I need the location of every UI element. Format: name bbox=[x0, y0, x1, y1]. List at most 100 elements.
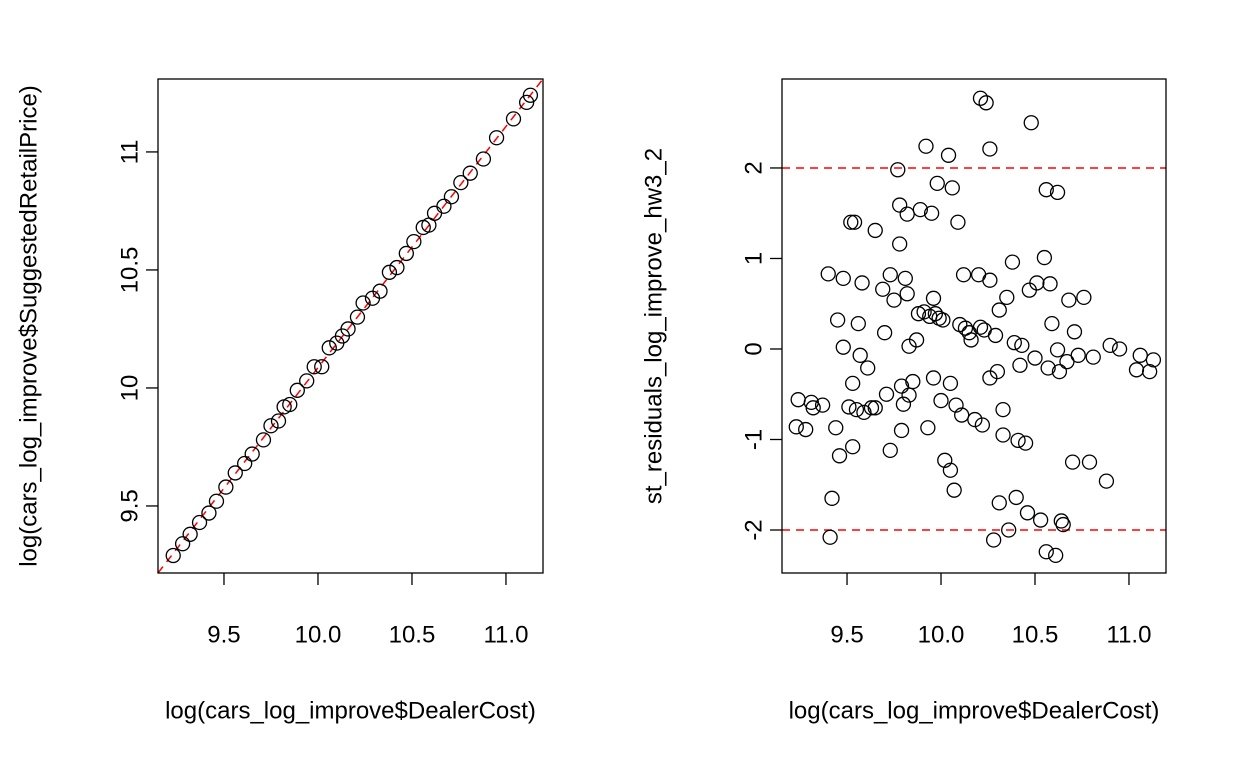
point bbox=[1006, 335, 1022, 351]
point bbox=[893, 378, 910, 394]
point bbox=[475, 151, 492, 167]
point bbox=[920, 420, 936, 436]
point bbox=[282, 396, 298, 413]
point bbox=[831, 448, 848, 464]
x-tick-label: 10.0 bbox=[918, 621, 965, 648]
point bbox=[314, 359, 330, 375]
point bbox=[505, 111, 522, 127]
point bbox=[942, 462, 959, 478]
point bbox=[860, 360, 876, 376]
point bbox=[963, 332, 979, 348]
x-tick-label: 10.5 bbox=[389, 621, 436, 648]
point bbox=[1085, 349, 1101, 365]
point bbox=[1004, 254, 1021, 270]
y-axis-label: log(cars_log_improve$SuggestedRetailPric… bbox=[15, 85, 42, 567]
point bbox=[820, 266, 836, 282]
y-tick-label: 1 bbox=[740, 252, 767, 265]
point bbox=[306, 359, 322, 375]
point bbox=[899, 206, 915, 222]
panel: 9.5 10.0 10.5 11.0 9.5 10 10.5 11 log(cars_log_i… bbox=[15, 78, 544, 724]
point bbox=[201, 505, 217, 521]
point bbox=[1027, 350, 1043, 366]
point bbox=[910, 306, 927, 322]
point bbox=[1042, 276, 1058, 292]
point bbox=[1023, 115, 1039, 131]
point bbox=[899, 286, 915, 302]
point bbox=[933, 392, 949, 409]
point bbox=[805, 400, 821, 416]
point bbox=[522, 87, 539, 103]
point bbox=[1010, 432, 1026, 449]
y-tick-label: 0 bbox=[740, 342, 767, 355]
point bbox=[867, 400, 883, 416]
point bbox=[1032, 512, 1049, 528]
y-tick-label: 11 bbox=[116, 139, 143, 164]
point bbox=[1064, 454, 1081, 470]
point bbox=[1049, 184, 1066, 201]
point bbox=[982, 272, 998, 288]
point bbox=[1021, 282, 1038, 298]
point bbox=[488, 130, 505, 146]
point bbox=[355, 295, 371, 311]
plot-area bbox=[158, 79, 543, 573]
point bbox=[995, 427, 1011, 443]
point bbox=[1040, 360, 1056, 376]
x-axis-label: log(cars_log_improve$DealerCost) bbox=[165, 697, 536, 724]
point bbox=[1070, 347, 1086, 363]
point bbox=[846, 214, 863, 230]
point bbox=[381, 264, 398, 280]
point bbox=[406, 233, 422, 250]
point bbox=[182, 526, 198, 542]
point bbox=[1098, 473, 1115, 489]
point bbox=[944, 180, 960, 196]
point bbox=[1017, 435, 1034, 451]
point bbox=[1066, 324, 1083, 340]
point bbox=[244, 446, 260, 462]
point bbox=[828, 420, 844, 436]
point bbox=[895, 396, 912, 412]
point bbox=[987, 327, 1004, 344]
point bbox=[876, 325, 893, 341]
point bbox=[349, 309, 366, 325]
point bbox=[923, 205, 940, 221]
point bbox=[798, 421, 814, 438]
point bbox=[790, 392, 806, 408]
point bbox=[991, 302, 1007, 318]
point bbox=[165, 547, 181, 564]
point bbox=[878, 386, 895, 402]
point bbox=[1038, 182, 1054, 198]
point bbox=[1102, 337, 1118, 354]
point bbox=[850, 315, 866, 332]
point bbox=[289, 382, 305, 398]
point bbox=[788, 419, 804, 435]
y-tick-label: -2 bbox=[740, 519, 767, 540]
point bbox=[1053, 513, 1069, 529]
point bbox=[835, 270, 851, 287]
point bbox=[882, 442, 898, 459]
point bbox=[972, 90, 989, 106]
x-tick-label: 10.0 bbox=[295, 621, 342, 648]
point bbox=[518, 94, 535, 111]
point bbox=[925, 290, 942, 306]
point bbox=[972, 319, 989, 335]
point bbox=[948, 397, 964, 413]
point bbox=[340, 321, 356, 337]
y-tick-label: 2 bbox=[740, 161, 767, 174]
point bbox=[989, 363, 1006, 380]
point bbox=[1081, 454, 1098, 470]
point bbox=[937, 452, 953, 468]
point bbox=[935, 312, 951, 328]
point bbox=[1008, 489, 1024, 506]
point bbox=[845, 439, 861, 455]
point bbox=[946, 482, 962, 498]
point bbox=[1055, 516, 1071, 533]
point bbox=[372, 283, 388, 299]
y-tick-label: -1 bbox=[740, 429, 767, 450]
point bbox=[237, 455, 253, 472]
point bbox=[1019, 505, 1036, 521]
point bbox=[398, 245, 414, 262]
point bbox=[882, 267, 898, 283]
y-tick-label: 9.5 bbox=[116, 489, 143, 522]
point bbox=[867, 222, 883, 239]
